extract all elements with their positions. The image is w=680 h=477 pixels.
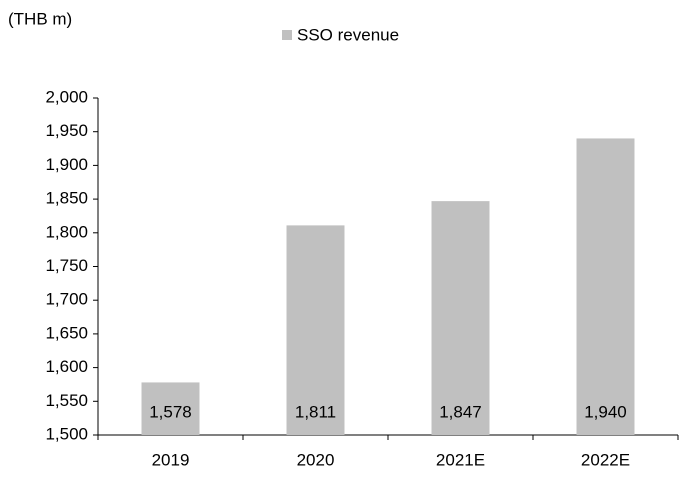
y-tick-label: 2,000 xyxy=(45,87,88,106)
y-tick-label: 1,750 xyxy=(45,256,88,275)
x-tick-label: 2021E xyxy=(436,450,485,469)
bar xyxy=(431,201,490,435)
y-tick-label: 1,600 xyxy=(45,357,88,376)
legend-swatch xyxy=(282,30,292,40)
x-tick-label: 2019 xyxy=(152,450,190,469)
data-label: 1,940 xyxy=(584,402,627,421)
y-tick-label: 1,800 xyxy=(45,222,88,241)
data-label: 1,578 xyxy=(149,402,192,421)
x-tick-label: 2022E xyxy=(581,450,630,469)
y-tick-label: 1,650 xyxy=(45,323,88,342)
bar xyxy=(141,382,200,435)
y-tick-label: 1,500 xyxy=(45,424,88,443)
y-axis-label: (THB m) xyxy=(8,9,72,28)
data-label: 1,847 xyxy=(439,402,482,421)
legend-label: SSO revenue xyxy=(297,25,399,44)
data-label: 1,811 xyxy=(295,402,336,421)
y-tick-label: 1,700 xyxy=(45,290,88,309)
bar xyxy=(286,225,345,435)
bar xyxy=(576,138,635,435)
y-tick-label: 1,950 xyxy=(45,121,88,140)
y-tick-label: 1,850 xyxy=(45,189,88,208)
y-tick-label: 1,550 xyxy=(45,391,88,410)
y-tick-label: 1,900 xyxy=(45,155,88,174)
x-tick-label: 2020 xyxy=(297,450,335,469)
